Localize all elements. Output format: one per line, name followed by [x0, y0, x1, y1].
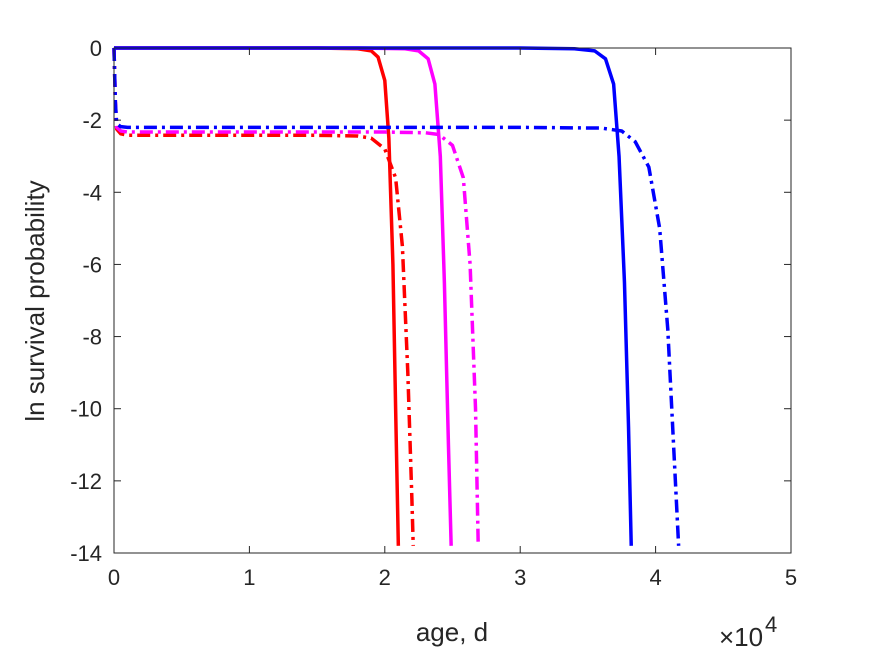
x-exponent-label: ×10 4 — [719, 612, 777, 652]
x-tick-label: 1 — [243, 565, 255, 590]
x-ticks: 0 1 2 3 4 5 — [108, 48, 797, 590]
x-exponent-base: ×10 — [719, 622, 763, 652]
plot-area: 0 1 2 3 4 5 0 -2 -4 -6 -8 -10 -12 -14 — [70, 36, 797, 590]
y-tick-label: -8 — [82, 325, 102, 350]
series-line-5 — [114, 46, 633, 546]
series-line-2 — [112, 47, 415, 546]
series-line-3 — [114, 46, 453, 546]
y-ticks: 0 -2 -4 -6 -8 -10 -12 -14 — [70, 36, 791, 566]
plot-frame — [113, 47, 792, 554]
y-axis-label: ln survival probability — [20, 180, 50, 421]
x-tick-label: 2 — [379, 565, 391, 590]
x-tick-label: 0 — [108, 565, 120, 590]
x-axis-label: age, d — [416, 617, 488, 647]
y-tick-label: -6 — [82, 252, 102, 277]
y-tick-label: -4 — [82, 180, 102, 205]
series-line-6 — [112, 47, 681, 546]
x-tick-label: 5 — [785, 565, 797, 590]
y-tick-label: -12 — [70, 469, 102, 494]
y-tick-label: -14 — [70, 541, 102, 566]
series-group — [112, 46, 681, 546]
x-tick-label: 4 — [649, 565, 661, 590]
x-tick-label: 3 — [514, 565, 526, 590]
x-exponent-power: 4 — [765, 612, 777, 637]
y-tick-label: 0 — [90, 36, 102, 61]
y-tick-label: -10 — [70, 397, 102, 422]
series-line-4 — [112, 47, 480, 546]
series-line-1 — [114, 46, 401, 546]
y-tick-label: -2 — [82, 108, 102, 133]
